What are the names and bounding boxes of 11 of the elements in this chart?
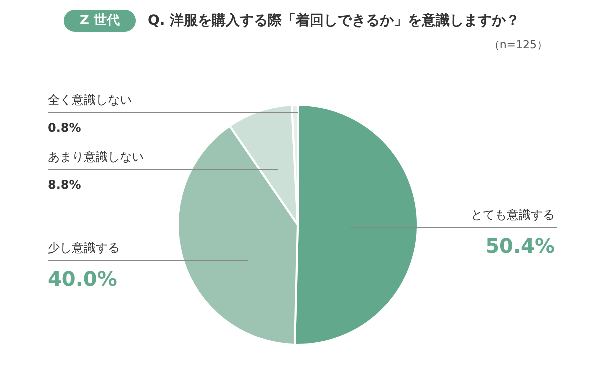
data-label: 0.8%: [48, 121, 82, 135]
data-label: 50.4%: [486, 234, 555, 258]
chart-title: Q. 洋服を購入する際「着回しできるか」を意識しますか？: [148, 12, 520, 29]
chart-subtitle: Z 世代: [80, 14, 120, 28]
data-label: 8.8%: [48, 178, 82, 192]
slice-label: あまり意識しない: [48, 150, 144, 164]
slice-label: 少し意識する: [48, 241, 120, 255]
slice-label: とても意識する: [471, 208, 555, 222]
slice-label: 全く意識しない: [48, 93, 132, 107]
data-label: 40.0%: [48, 267, 118, 291]
text: （n=125）: [488, 38, 548, 52]
